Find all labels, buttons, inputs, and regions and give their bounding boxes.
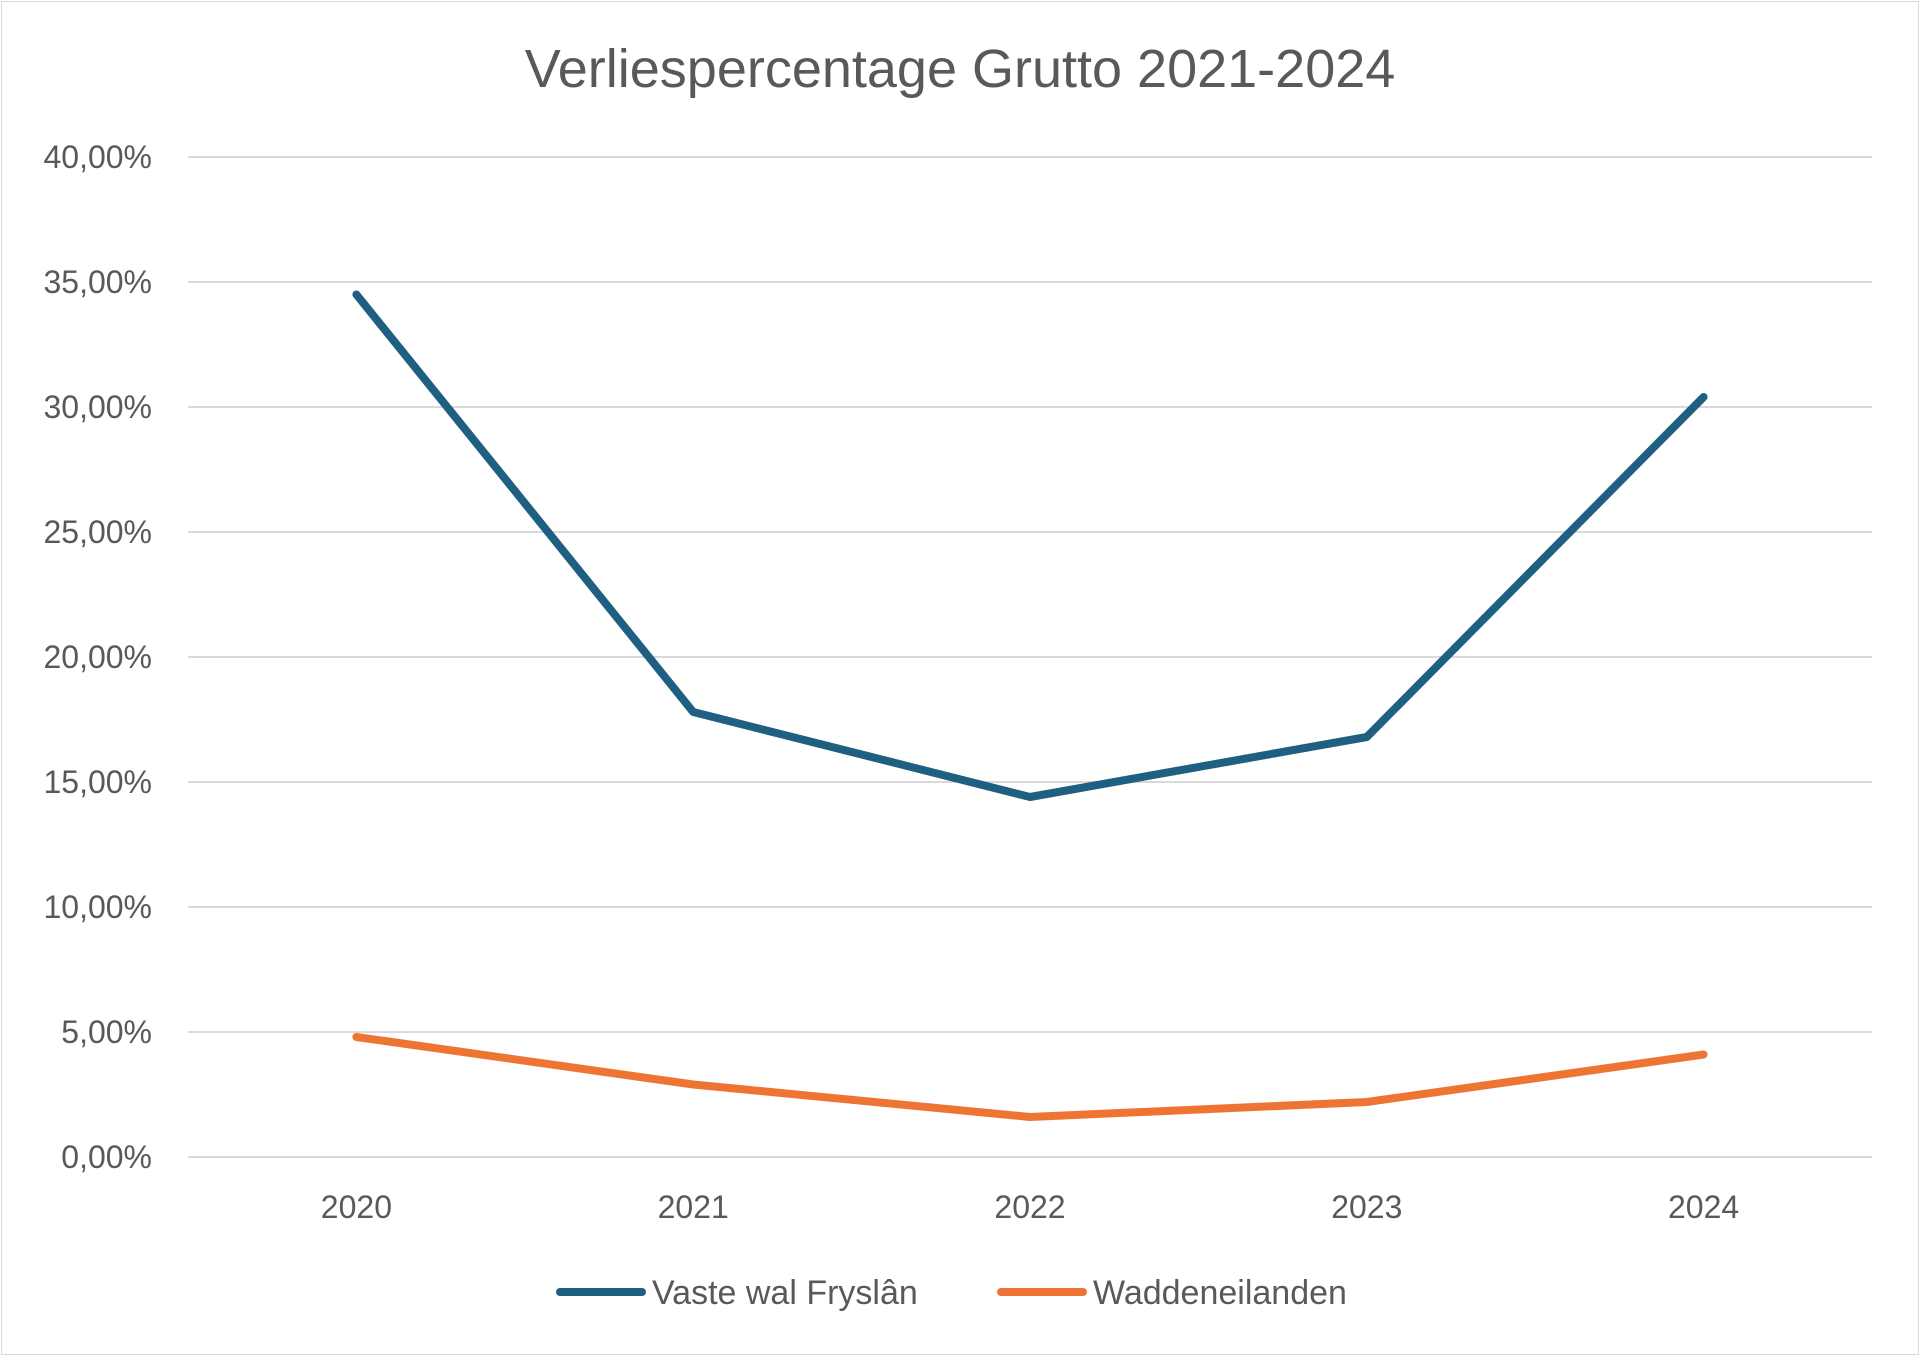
series-line-2 [352, 1033, 1708, 1121]
chart-title: Verliespercentage Grutto 2021-2024 [524, 39, 1396, 99]
legend-label: Vaste wal Fryslân [652, 1274, 918, 1312]
x-tick-label: 2023 [1331, 1189, 1402, 1225]
y-tick-label: 30,00% [43, 389, 152, 425]
x-tick-label: 2021 [658, 1189, 729, 1225]
y-tick-label: 40,00% [43, 139, 152, 175]
y-tick-label: 10,00% [43, 889, 152, 925]
y-tick-label: 5,00% [61, 1014, 152, 1050]
y-tick-label: 25,00% [43, 514, 152, 550]
y-tick-label: 20,00% [43, 639, 152, 675]
series-line-1 [352, 290, 1708, 801]
y-tick-label: 0,00% [61, 1139, 152, 1175]
y-tick-label: 15,00% [43, 764, 152, 800]
y-tick-label: 35,00% [43, 264, 152, 300]
legend: Vaste wal Fryslân Waddeneilanden [556, 1274, 1347, 1312]
y-axis-tick-labels: 0,00% 5,00% 10,00% 15,00% 20,00% 25,00% 30,00%… [43, 139, 152, 1175]
x-tick-label: 2024 [1668, 1189, 1739, 1225]
gridlines [188, 156, 1872, 1158]
legend-label: Waddeneilanden [1093, 1274, 1347, 1312]
x-axis-tick-labels: 2020 2021 2022 2023 2024 [321, 1189, 1739, 1225]
x-tick-label: 2022 [994, 1189, 1065, 1225]
x-tick-label: 2020 [321, 1189, 392, 1225]
series-lines [352, 290, 1708, 1121]
